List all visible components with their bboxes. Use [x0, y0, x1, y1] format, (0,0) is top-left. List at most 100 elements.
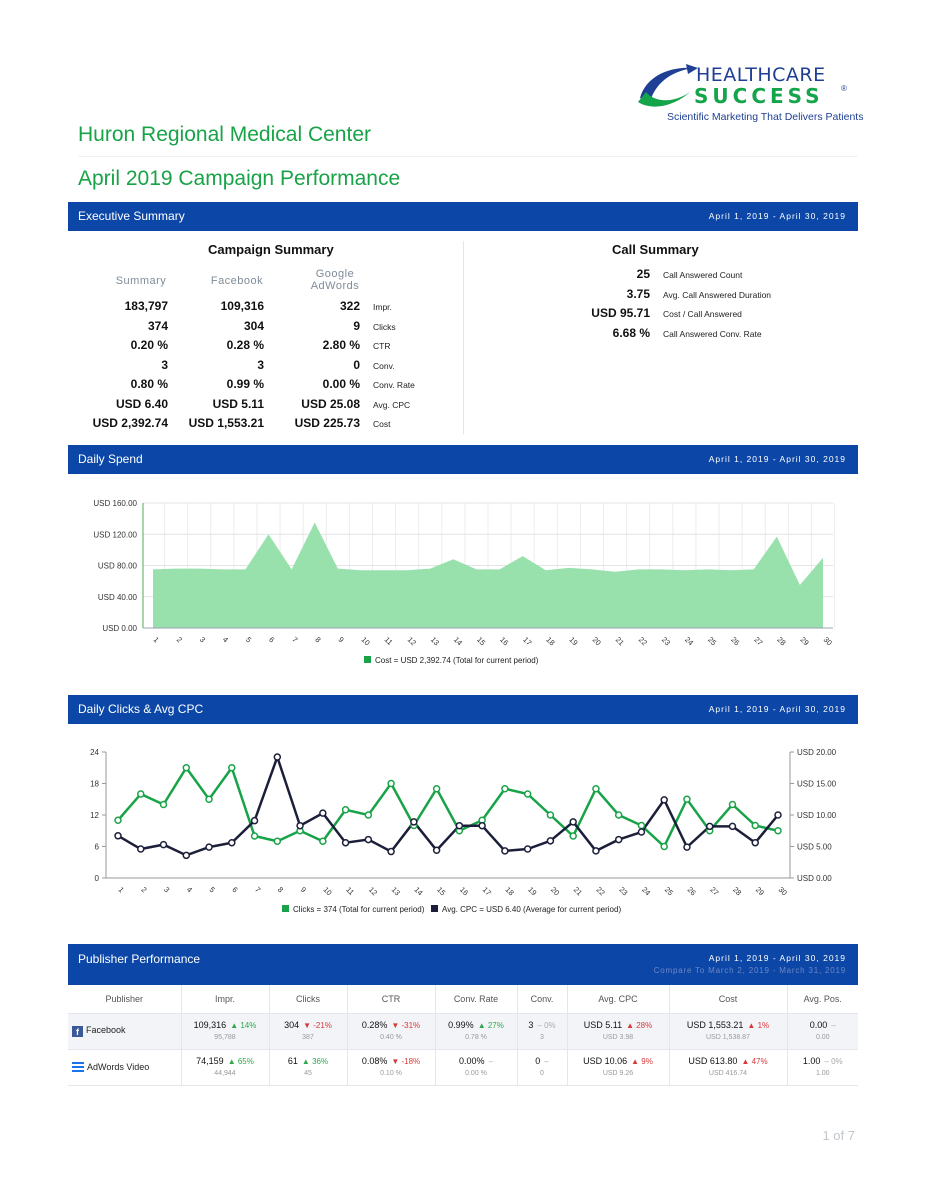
x-tick-label: 7 — [290, 635, 299, 644]
cpc-point — [410, 818, 418, 826]
current-value: 304 — [284, 1019, 300, 1030]
call-metric-label: Call Answered Count — [663, 270, 743, 280]
change-indicator: – — [544, 1056, 549, 1066]
facebook-value: 109,316 — [220, 299, 264, 313]
adwords-value: 0.00 % — [322, 377, 360, 391]
x-tick-label: 29 — [798, 635, 810, 647]
cpc-point — [569, 818, 577, 826]
metric-cell-content: 304 ▼ -21% 387 — [270, 1019, 347, 1044]
cpc-point — [614, 835, 623, 844]
metric-cell-content: 61 ▲ 36% 45 — [270, 1055, 347, 1080]
legend-label-cost: Cost = USD 2,392.74 (Total for current p… — [375, 656, 539, 665]
current-value: 74,159 — [196, 1055, 224, 1066]
x-tick-label: 15 — [475, 635, 487, 647]
x-tick-label: 30 — [822, 635, 834, 647]
x-tick-label: 18 — [544, 635, 556, 647]
cpc-point — [296, 821, 304, 830]
previous-value: 3 — [540, 1033, 544, 1041]
previous-value: USD 3.98 — [602, 1033, 634, 1041]
x-tick-label: 19 — [567, 635, 579, 647]
previous-value: 1.00 — [815, 1069, 830, 1077]
publisher-cell: AdWords Video — [68, 1049, 182, 1086]
metric-cell-content: 0.00% –0.00 % — [436, 1055, 517, 1080]
column-header: Avg. Pos. — [787, 985, 858, 1014]
metric-cell-content: 0–0 — [518, 1055, 567, 1080]
logo-registered-mark: ® — [841, 84, 847, 93]
legend-swatch-cost — [364, 656, 371, 663]
metric-cell: USD 10.06 ▲ 9% USD 9.26 — [567, 1049, 670, 1086]
column-header: Conv. Rate — [435, 985, 518, 1014]
change-indicator: ▼ -18% — [391, 1056, 421, 1066]
date-range: April 1, 2019 - April 30, 2019 — [708, 953, 846, 963]
summary-value: USD 2,392.74 — [92, 416, 168, 430]
x-tick-label: 24 — [683, 635, 695, 647]
x-tick-label: 11 — [344, 885, 356, 897]
summary-value: 183,797 — [124, 299, 168, 313]
metric-cell-content: 0.08% ▼ -18% 0.10 % — [348, 1055, 435, 1080]
cpc-point — [341, 838, 350, 847]
summary-divider — [463, 241, 464, 434]
metric-cell: 0.08% ▼ -18% 0.10 % — [347, 1049, 436, 1086]
change-indicator: ▼ -21% — [303, 1020, 332, 1030]
metric-label: Conv. Rate — [373, 380, 415, 390]
cpc-line — [117, 753, 779, 857]
change-indicator: ▲ 14% — [230, 1020, 257, 1030]
x-tick-label: 25 — [706, 635, 718, 647]
previous-value: 0 — [540, 1069, 544, 1077]
adwords-value: USD 225.73 — [294, 416, 360, 430]
metric-label: Cost — [373, 419, 391, 429]
previous-value: 95,788 — [214, 1033, 236, 1041]
cpc-point — [523, 845, 532, 853]
metric-cell: 0–0 — [517, 1049, 568, 1086]
column-header: Conv. — [517, 985, 568, 1014]
executive-summary-header: Executive Summary April 1, 2019 - April … — [68, 202, 858, 231]
previous-value: 387 — [302, 1033, 314, 1041]
publisher-performance-header: Publisher Performance April 1, 2019 - Ap… — [68, 944, 858, 985]
cpc-point — [273, 753, 282, 761]
metric-cell: 0.28% ▼ -31% 0.40 % — [347, 1013, 436, 1050]
x-tick-label: 23 — [660, 635, 672, 647]
legend-label-clicks: Clicks = 374 (Total for current period) — [293, 905, 425, 914]
clicks-point — [228, 764, 236, 772]
x-tick-label: 1 — [152, 635, 161, 644]
cpc-point — [637, 828, 646, 836]
cpc-point — [387, 847, 395, 856]
x-tick-label: 10 — [360, 635, 372, 647]
x-tick-label: 3 — [198, 635, 207, 644]
x-tick-label: 6 — [230, 885, 239, 894]
cpc-point — [546, 837, 555, 845]
cpc-point — [182, 851, 191, 860]
call-metric-value: USD 95.71 — [591, 306, 650, 320]
metric-cell-content: USD 1,553.21 ▲ 1% USD 1,538.87 — [670, 1019, 787, 1044]
column-header-summary: Summary — [115, 275, 167, 287]
column-header: Cost — [669, 985, 788, 1014]
adwords-value: USD 25.08 — [301, 396, 360, 411]
cpc-point — [432, 846, 441, 855]
clicks-point — [569, 832, 577, 840]
column-header: Publisher — [68, 985, 182, 1014]
x-tick-label: 10 — [321, 885, 333, 897]
change-indicator: ▲ 28% — [626, 1020, 653, 1030]
facebook-value: USD 1,553.21 — [188, 416, 264, 430]
current-value: USD 613.80 — [688, 1055, 738, 1066]
x-tick-label: 19 — [526, 885, 538, 897]
section-title: Daily Clicks & Avg CPC — [78, 702, 204, 716]
call-metric-label: Call Answered Conv. Rate — [663, 328, 762, 339]
metric-cell-content: 0.28% ▼ -31% 0.40 % — [348, 1019, 435, 1044]
page-indicator: 1 of 7 — [822, 1128, 855, 1143]
x-tick-label: 20 — [591, 635, 603, 647]
x-tick-label: 12 — [406, 635, 418, 647]
x-tick-label: 8 — [276, 885, 285, 894]
metric-cell: USD 1,553.21 ▲ 1% USD 1,538.87 — [669, 1013, 788, 1050]
x-tick-label: 8 — [313, 635, 322, 644]
date-range: April 1, 2019 - April 30, 2019 — [708, 211, 846, 221]
y-right-tick-label: USD 10.00 — [797, 811, 837, 820]
legend-swatch-clicks — [282, 905, 289, 912]
section-title: Executive Summary — [78, 209, 185, 223]
x-tick-label: 2 — [175, 635, 184, 644]
metric-cell-content: USD 613.80 ▲ 47% USD 416.74 — [670, 1055, 787, 1080]
metric-cell: 304 ▼ -21% 387 — [269, 1013, 348, 1050]
column-header-facebook: Facebook — [210, 275, 264, 287]
cpc-point — [501, 847, 509, 855]
metric-cell-content: USD 10.06 ▲ 9% USD 9.26 — [568, 1055, 669, 1080]
